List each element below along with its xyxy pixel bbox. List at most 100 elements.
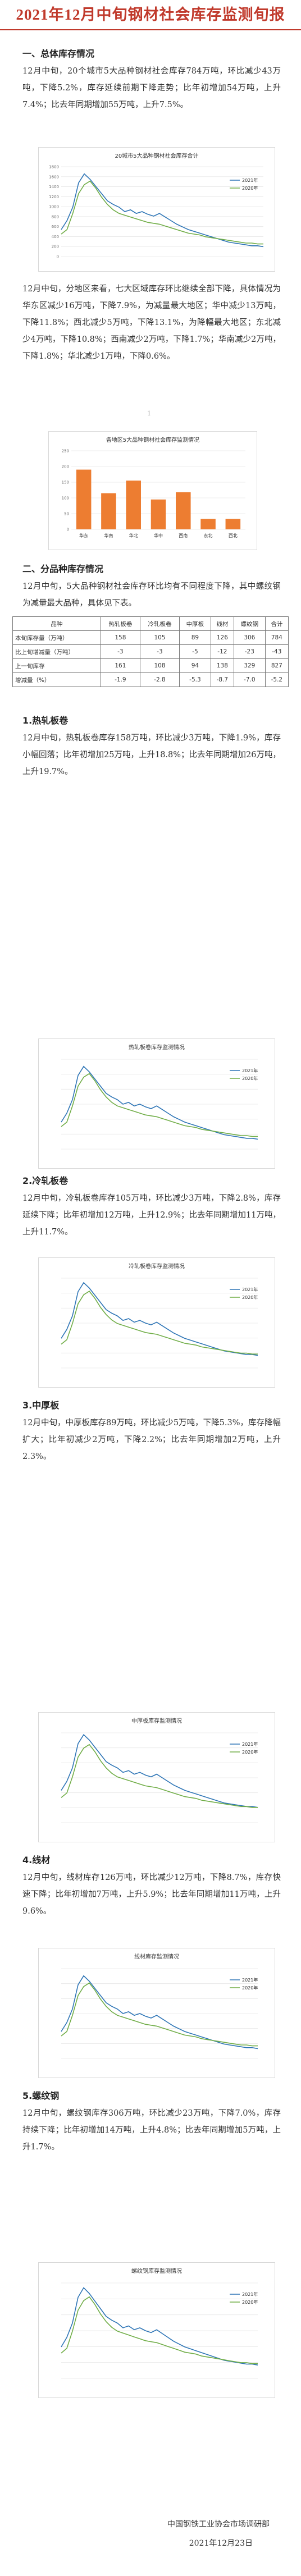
chart-regional-inventory: 各地区5大品种钢材社会库存监测情况 250 200 150 100 50 0 华东 华南 华北… [48, 431, 257, 550]
table-cell: -23 [234, 644, 266, 659]
chart-title: 热轧板卷库存监测情况 [129, 1044, 185, 1051]
bar-西北 [225, 519, 241, 529]
table-cell: 126 [210, 630, 235, 645]
legend-2021: 2021年 [242, 177, 258, 183]
y-tick-label: 200 [62, 465, 69, 469]
x-tick-label: 华中 [154, 533, 163, 538]
section-heading-varieties: 二、分品种库存情况 [22, 564, 104, 574]
bar-西南 [176, 492, 191, 529]
table-cell: 增减量（%） [12, 672, 101, 687]
chart-rebar: 螺纹钢库存监测情况 2021年 2020年 [38, 2262, 275, 2398]
y-tick-label: 600 [52, 225, 59, 229]
paragraph-plate: 12月中旬，中厚板库存89万吨，环比减少5万吨，下降5.3%，库存降幅扩大；比年… [22, 1419, 281, 1461]
table-header-cell: 螺纹钢 [234, 616, 266, 631]
chart-total-inventory: 20城市5大品种钢材社会库存合计 1800 1600 1400 1200 1000 800… [38, 147, 275, 272]
section-heading-total: 一、总体库存情况 [22, 48, 95, 59]
y-tick-label: 1600 [49, 175, 59, 179]
chart-wire: 线材库存监测情况 2021年 2020年 [38, 1948, 275, 2078]
bar-华中 [150, 499, 166, 529]
table-cell: 306 [234, 630, 266, 645]
table-cell: -7.0 [234, 672, 266, 687]
table-header-cell: 热轧板卷 [100, 616, 140, 631]
table-row: 本旬库存量（万吨） 158 105 89 126 306 784 [12, 630, 289, 645]
table-cell: -5 [179, 644, 211, 659]
legend-2020: 2020年 [242, 185, 258, 191]
table-cell: -1.9 [100, 672, 140, 687]
bar-东北 [200, 519, 216, 529]
table-cell: -2.8 [139, 672, 180, 687]
legend-label: 2021年 [242, 1287, 258, 1292]
series-line-2021 [61, 1733, 258, 1808]
table-cell: 158 [100, 630, 140, 645]
series-line-2020 [61, 1744, 258, 1808]
series-line-2021 [61, 1065, 258, 1140]
table-cell: -5.3 [179, 672, 211, 687]
series-line-2020 [61, 1982, 258, 2047]
x-tick-label: 华北 [129, 533, 138, 538]
chart-plate: 中厚板库存监测情况 2021年 2020年 [38, 1712, 275, 1842]
table-cell: 比上旬增减量（万吨） [12, 644, 101, 659]
chart-legend: 2021年 2020年 [230, 2291, 258, 2305]
table-cell: -3 [139, 644, 180, 659]
legend-label: 2020年 [242, 1294, 258, 1300]
y-tick-label: 1400 [49, 185, 59, 189]
table-cell: -5.2 [264, 672, 289, 687]
table-cell: 94 [179, 658, 211, 673]
y-tick-label: 800 [52, 214, 59, 219]
title-divider [0, 29, 301, 30]
bar-华北 [126, 481, 141, 529]
paragraph-wire: 12月中旬，线材库存126万吨，环比减少12万吨，下降8.7%，库存快速下降；比… [22, 1873, 281, 1916]
table-header-cell: 品种 [12, 616, 101, 631]
y-tick-label: 0 [67, 528, 69, 532]
chart-legend: 2021年 2020年 [230, 1068, 258, 1081]
chart-title: 20城市5大品种钢材社会库存合计 [115, 152, 198, 159]
table-row: 上一旬库存 161 108 94 138 329 827 [12, 658, 289, 673]
legend-label: 2020年 [242, 1985, 258, 1991]
chart-legend: 2021年 2020年 [230, 177, 258, 191]
heading-plate: 3.中厚板 [22, 1400, 60, 1411]
x-tick-label: 华南 [104, 533, 113, 538]
paragraph-rebar: 12月中旬，螺纹钢库存306万吨，环比减少23万吨，下降7.0%，库存持续下降；… [22, 2109, 281, 2152]
series-line-2021 [61, 173, 264, 248]
chart-legend: 2021年 2020年 [230, 1287, 258, 1300]
table-cell: 784 [264, 630, 289, 645]
y-tick-label: 1800 [49, 165, 59, 170]
legend-label: 2021年 [242, 2291, 258, 2297]
table-cell: 本旬库存量（万吨） [12, 630, 101, 645]
series-line-2021 [61, 1975, 258, 2049]
table-cell: -12 [210, 644, 235, 659]
bar-华东 [76, 469, 92, 529]
table-cell: 108 [139, 658, 180, 673]
paragraph-regional: 12月中旬，分地区来看，七大区域库存环比继续全部下降，具体情况为华东区减少16万… [22, 285, 281, 361]
table-header-cell: 线材 [210, 616, 235, 631]
y-tick-label: 0 [57, 255, 59, 259]
y-tick-label: 100 [62, 496, 69, 501]
chart-hot-rolled: 热轧板卷库存监测情况 2021年 2020年 [38, 1038, 275, 1169]
table-cell: -8.7 [210, 672, 235, 687]
bar-华南 [101, 493, 116, 529]
table-cell: 329 [234, 658, 266, 673]
signature-org: 中国钢铁工业协会市场调研部 [167, 2520, 270, 2529]
y-tick-label: 200 [52, 245, 59, 249]
chart-title: 线材库存监测情况 [134, 1953, 179, 1960]
table-cell: -43 [264, 644, 289, 659]
series-line-2020 [61, 180, 263, 245]
heading-cold-rolled: 2.冷轧板卷 [22, 1175, 69, 1186]
chart-legend: 2021年 2020年 [230, 1741, 258, 1755]
page-number: 1 [147, 410, 151, 417]
legend-label: 2020年 [242, 1749, 258, 1755]
table-cell: -3 [100, 644, 140, 659]
signature-date: 2021年12月23日 [189, 2539, 253, 2548]
legend-label: 2020年 [242, 1076, 258, 1081]
series-line-2020 [61, 1291, 258, 1355]
y-tick-label: 1000 [49, 205, 59, 209]
chart-title: 螺纹钢库存监测情况 [131, 2267, 182, 2275]
paragraph-total: 12月中旬，20个城市5大品种钢材社会库存784万吨，环比减少43万吨，下降5.… [22, 67, 281, 109]
heading-hot-rolled: 1.热轧板卷 [22, 715, 69, 726]
legend-label: 2021年 [242, 1977, 258, 1983]
chart-title: 冷轧板卷库存监测情况 [129, 1262, 185, 1270]
y-tick-label: 50 [64, 512, 69, 516]
y-tick-label: 150 [62, 481, 69, 485]
chart-title: 各地区5大品种钢材社会库存监测情况 [106, 436, 199, 443]
paragraph-varieties-intro: 12月中旬，5大品种钢材社会库存环比均有不同程度下降，其中螺纹钢为减量最大品种，… [22, 582, 281, 608]
